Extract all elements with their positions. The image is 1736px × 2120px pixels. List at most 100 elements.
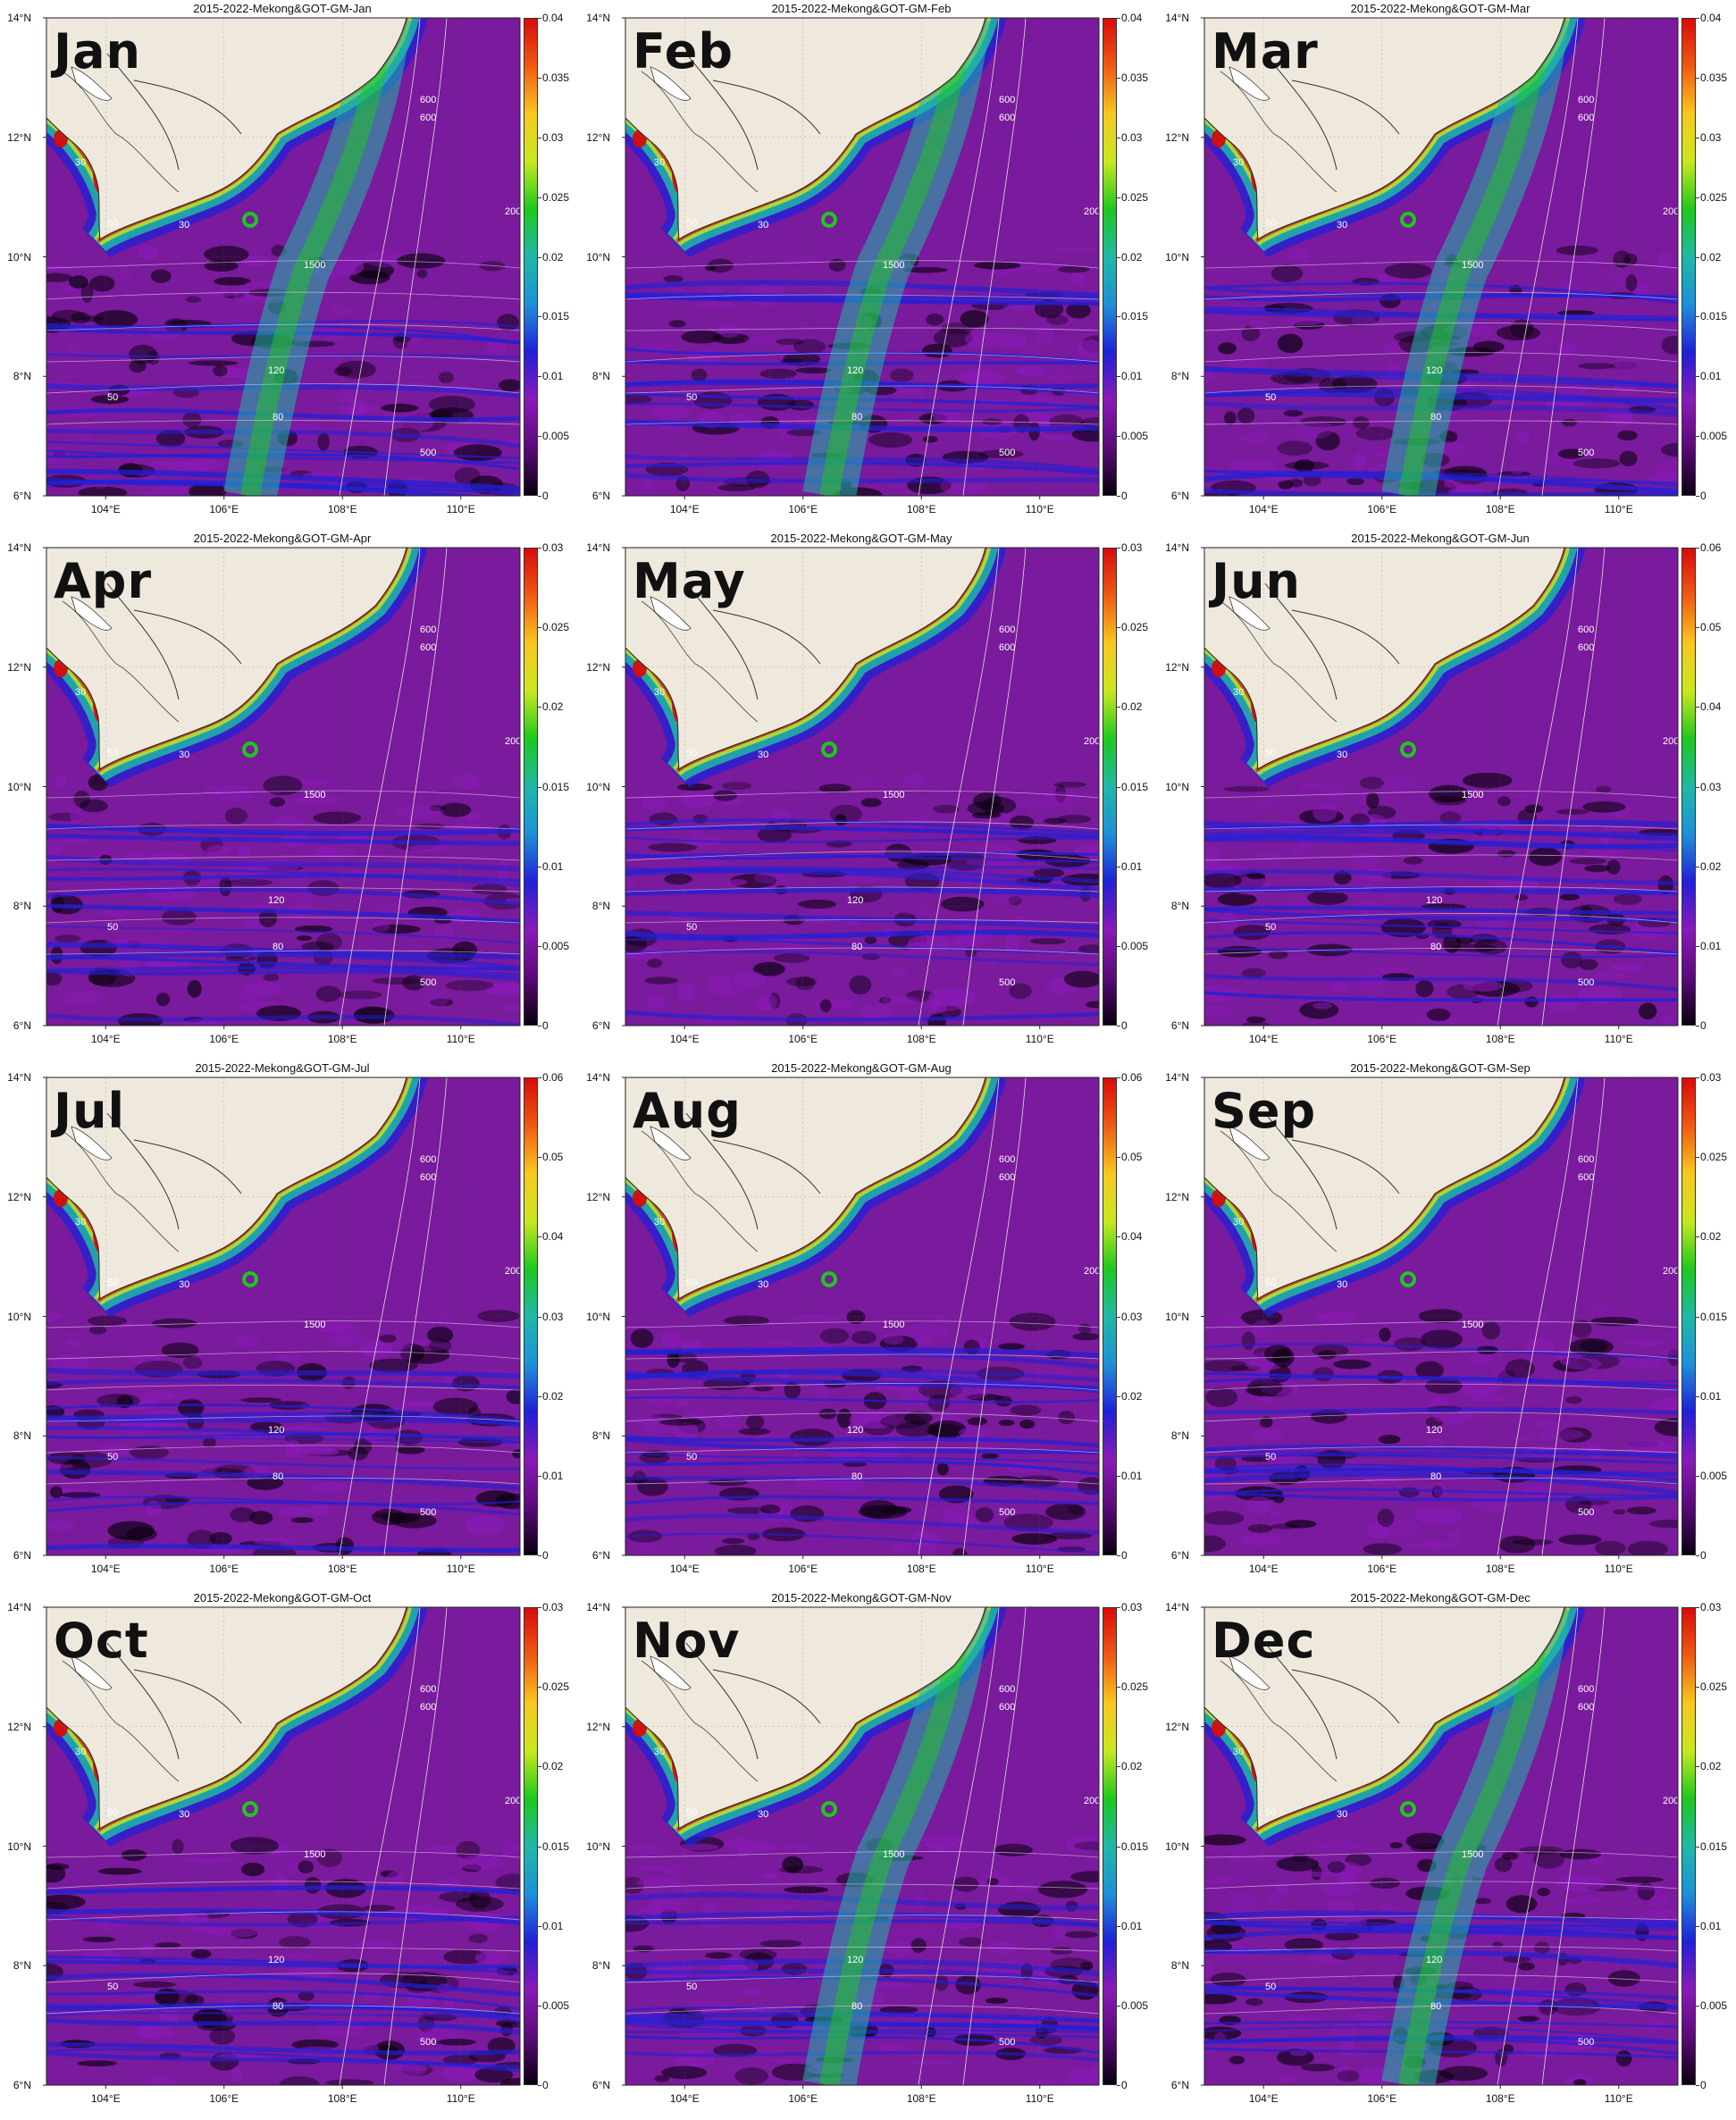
latitude-label: 8°N (591, 1959, 610, 1973)
colorbar-tick (538, 945, 541, 947)
contour-label: 30 (75, 1217, 86, 1228)
colorbar-tick (538, 2085, 541, 2086)
latitude-label: 6°N (591, 490, 610, 502)
contour-label: 600 (1578, 1702, 1594, 1713)
colorbar-label: 0.005 (1700, 1998, 1728, 2012)
contour-label: 30 (75, 157, 86, 168)
latitude-label: 10°N (586, 1839, 610, 1853)
ocean-map: 30 50 30 50 80 120 600 1500 2000 600 500 (43, 17, 521, 499)
colorbar-tick (1696, 2005, 1699, 2007)
longitude-label: 104°E (1248, 503, 1279, 515)
colorbar-label: 0 (1121, 2079, 1128, 2091)
panel-title: 2015-2022-Mekong&GOT-GM-Jan (193, 2, 372, 15)
land-mass (46, 1077, 407, 1300)
longitude-label: 104°E (90, 2092, 121, 2105)
contour-label: 600 (1578, 1684, 1594, 1695)
colorbar-label: 0.015 (542, 310, 570, 323)
colorbar-label: 0.025 (1700, 190, 1728, 204)
longitude-label: 106°E (1367, 1033, 1397, 1045)
contour-label: 1500 (883, 1849, 904, 1860)
land-mass (1204, 1077, 1565, 1300)
colorbar-label: 0.04 (1121, 12, 1143, 24)
contour-label: 50 (1265, 1982, 1276, 1992)
panel-title: 2015-2022-Mekong&GOT-GM-Nov (771, 1591, 952, 1605)
longitude-label: 110°E (1025, 503, 1054, 515)
contour-label: 1500 (883, 1320, 904, 1330)
latitude-label: 14°N (1165, 541, 1189, 554)
longitude-label: 108°E (1485, 2092, 1515, 2105)
colorbar-label: 0.01 (1121, 1919, 1143, 1932)
contour-label: 30 (75, 1747, 86, 1757)
colorbar-tick (1696, 436, 1699, 438)
colorbar-label: 0.015 (1700, 1310, 1728, 1323)
contour-label: 600 (999, 1684, 1015, 1695)
colorbar-tick (538, 1687, 541, 1688)
colorbar-tick (538, 786, 541, 788)
latitude-label: 10°N (7, 1310, 31, 1323)
colorbar-tick (538, 496, 541, 497)
contour-label: 80 (1430, 942, 1441, 952)
month-label: Jun (1212, 553, 1301, 609)
colorbar-label: 0.03 (1700, 1601, 1722, 1613)
longitude-label: 104°E (669, 2092, 700, 2105)
colorbar-label: 0.04 (1121, 1230, 1143, 1244)
longitude-label: 106°E (1367, 2092, 1397, 2105)
contour-label: 30 (758, 220, 768, 230)
colorbar-tick (1117, 548, 1120, 549)
contour-label: 600 (420, 95, 436, 105)
colorbar-tick (1696, 1846, 1699, 1848)
colorbar-tick (1117, 707, 1120, 708)
colorbar-tick (538, 1766, 541, 1768)
latitude-label: 14°N (7, 1601, 31, 1613)
contour-label: 2000 (505, 1796, 526, 1806)
month-label: Apr (54, 553, 153, 609)
colorbar-tick (1117, 1607, 1120, 1608)
contour-label: 600 (999, 95, 1015, 105)
contour-label: 600 (420, 1702, 436, 1713)
colorbar-tick (1117, 1395, 1120, 1397)
colorbar-tick (538, 436, 541, 438)
colorbar-label: 0.01 (1700, 1919, 1722, 1932)
contour-label: 50 (1265, 922, 1276, 933)
colorbar-label: 0 (1700, 490, 1707, 502)
ocean-map: 30 50 30 50 80 120 600 1500 2000 600 500 (622, 17, 1100, 499)
longitude-label: 106°E (788, 503, 818, 515)
colorbar-label: 0.02 (542, 1389, 564, 1403)
colorbar-tick (538, 1555, 541, 1556)
colorbar-label: 0.01 (1121, 859, 1143, 873)
colorbar-label: 0.02 (1700, 1760, 1722, 1773)
contour-label: 500 (999, 977, 1015, 988)
latitude-label: 10°N (1165, 780, 1189, 793)
contour-label: 30 (758, 1279, 768, 1290)
latitude-label: 6°N (1170, 490, 1189, 502)
longitude-label: 104°E (1248, 1033, 1279, 1045)
colorbar-tick (1117, 1475, 1120, 1477)
colorbar (524, 548, 538, 1026)
colorbar-tick (538, 1077, 541, 1078)
colorbar-label: 0 (1121, 1019, 1128, 1032)
contour-label: 50 (107, 218, 118, 229)
longitude-label: 108°E (906, 1033, 936, 1045)
colorbar-tick (538, 1846, 541, 1848)
map-panel-sep: 2015-2022-Mekong&GOT-GM-Sep 30 50 30 50 80 120… (1158, 1060, 1736, 1589)
month-label: Nov (633, 1613, 741, 1669)
colorbar-label: 0.005 (1121, 939, 1149, 952)
longitude-label: 108°E (906, 2092, 936, 2105)
longitude-label: 108°E (1485, 1563, 1515, 1575)
contour-label: 1500 (304, 260, 325, 271)
latitude-label: 12°N (1165, 130, 1189, 144)
contour-label: 2000 (1084, 736, 1105, 747)
ocean-map: 30 50 30 50 80 120 600 1500 2000 600 500 (1201, 1606, 1679, 2089)
colorbar-label: 0.015 (542, 780, 570, 793)
colorbar-tick (538, 548, 541, 549)
colorbar-tick (1117, 2085, 1120, 2086)
latitude-label: 10°N (1165, 250, 1189, 264)
colorbar-tick (1696, 1555, 1699, 1556)
colorbar (1681, 1607, 1696, 2085)
contour-label: 80 (273, 942, 283, 952)
colorbar-tick (1696, 197, 1699, 198)
contour-label: 120 (1426, 895, 1442, 906)
contour-label: 50 (107, 1278, 118, 1288)
latitude-label: 10°N (7, 1839, 31, 1853)
latitude-label: 14°N (1165, 1601, 1189, 1613)
